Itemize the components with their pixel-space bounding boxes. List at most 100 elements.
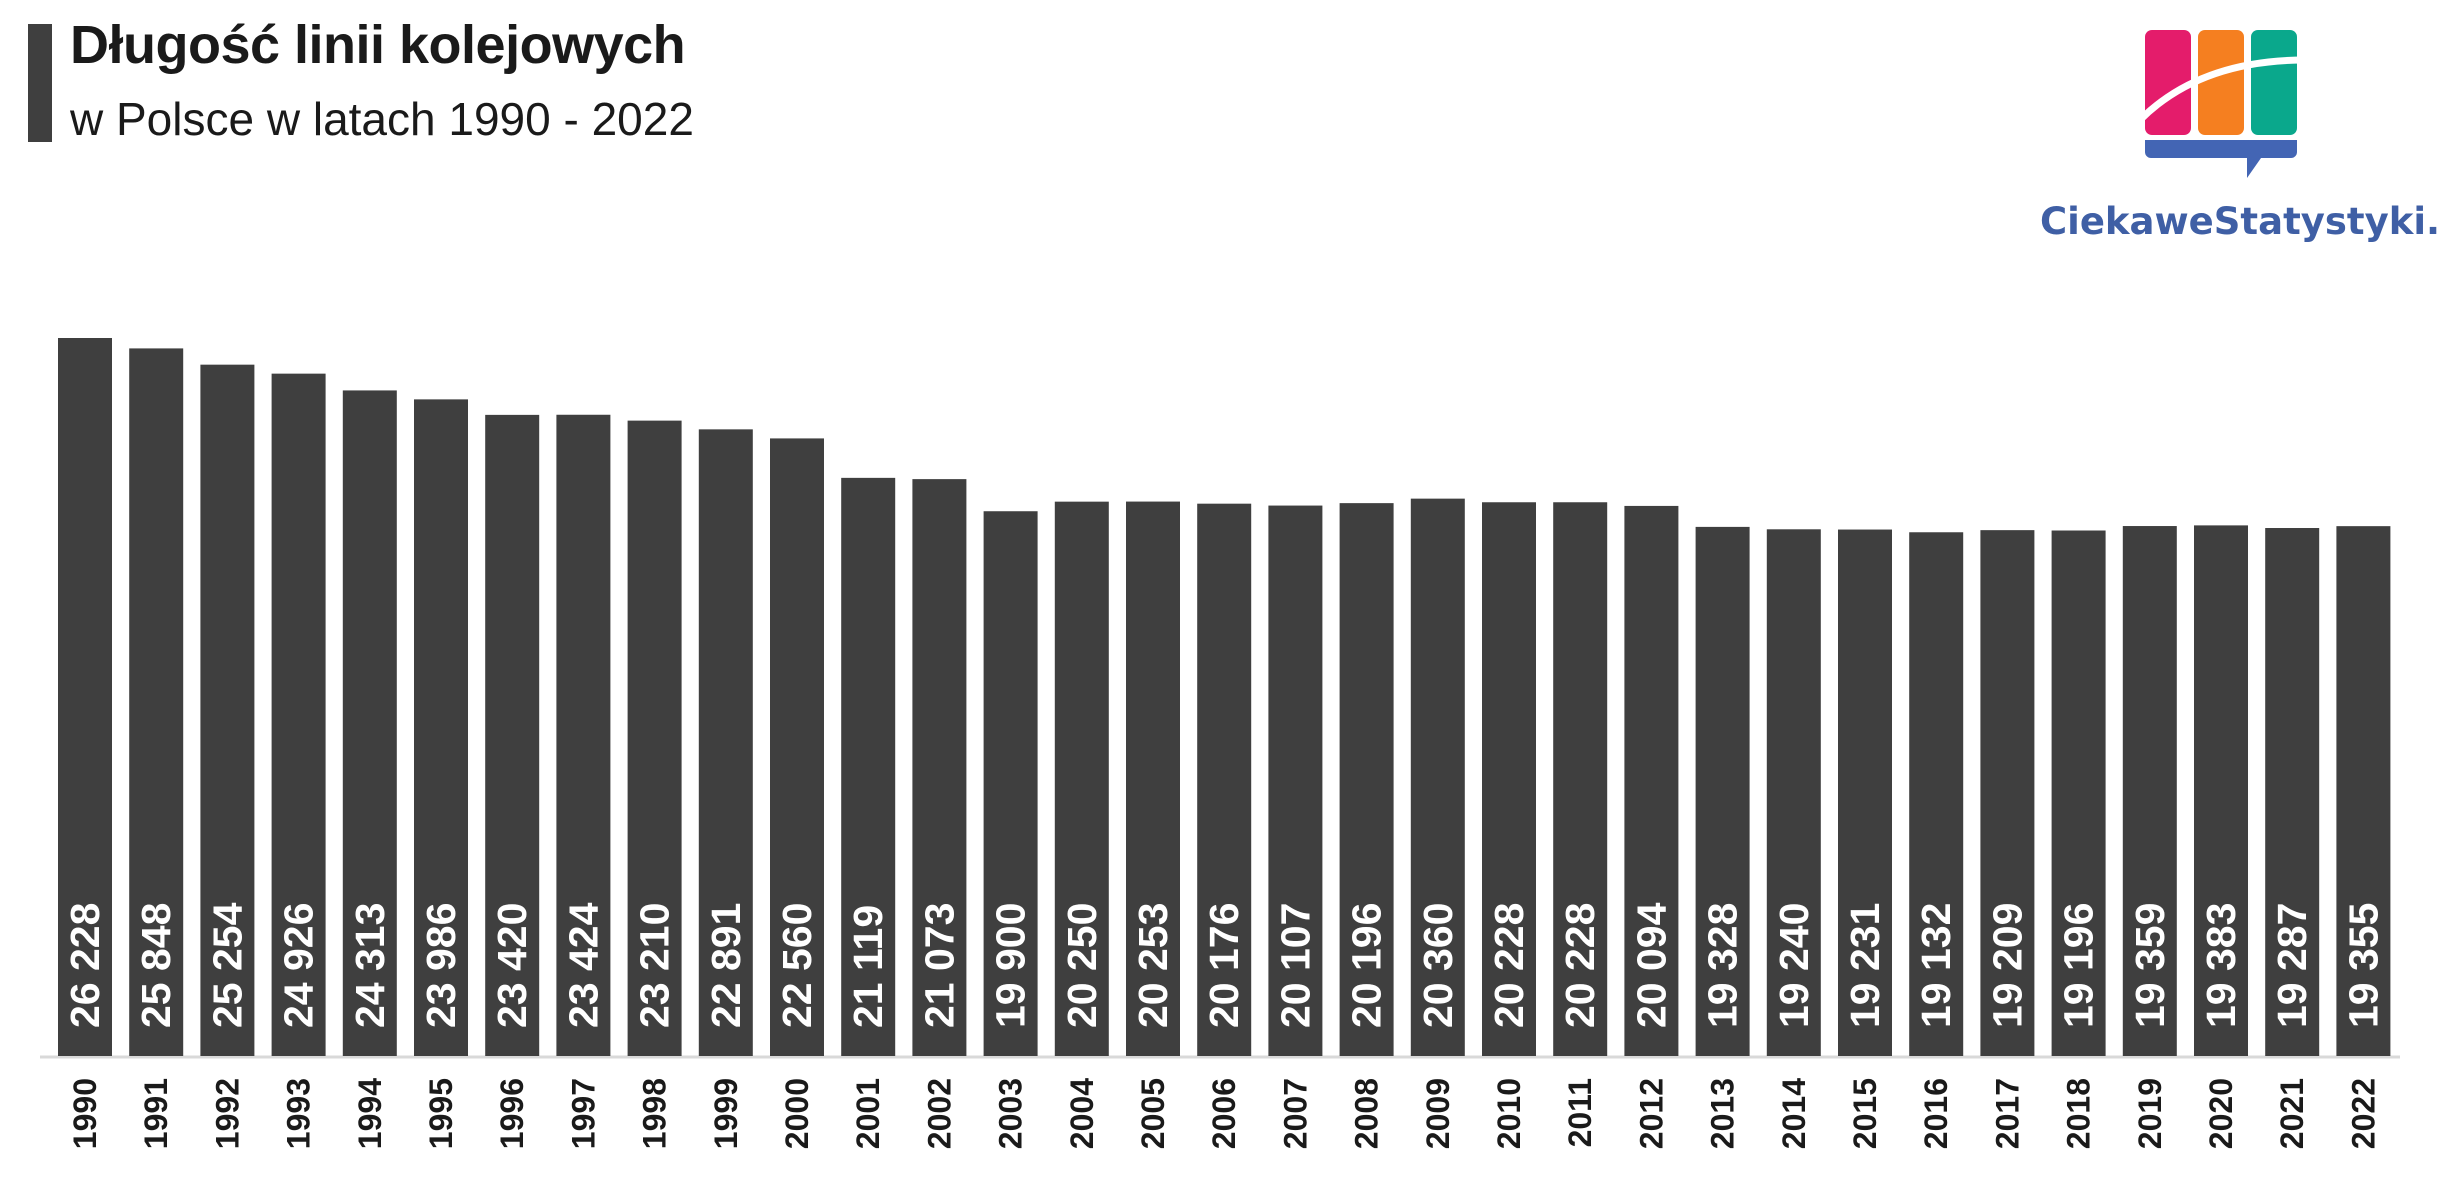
- bar-2011: [1553, 502, 1608, 1056]
- x-tick-label-2016: 2016: [1918, 1078, 1954, 1149]
- bar-1999: [698, 429, 753, 1057]
- bar-value-label-1992: 25 254: [204, 902, 250, 1028]
- x-tick-label-1994: 1994: [352, 1078, 388, 1149]
- bar-2006: [1197, 503, 1252, 1056]
- bar-value-label-2007: 20 107: [1272, 903, 1318, 1028]
- x-tick-label-1999: 1999: [708, 1078, 744, 1149]
- bar-value-label-2018: 19 196: [2056, 903, 2102, 1028]
- x-tick-label-2017: 2017: [1989, 1078, 2025, 1149]
- bar-value-label-2013: 19 328: [1700, 903, 1746, 1028]
- x-tick-label-2013: 2013: [1705, 1078, 1741, 1149]
- bar-2019: [2122, 526, 2177, 1056]
- bar-1992: [200, 364, 255, 1056]
- bar-2005: [1126, 501, 1180, 1056]
- bar-value-label-1998: 23 210: [632, 903, 678, 1028]
- logo-orange-block: [2198, 30, 2244, 135]
- x-tick-label-2020: 2020: [2203, 1078, 2239, 1149]
- bar-value-label-1996: 23 420: [489, 903, 535, 1028]
- bar-2010: [1482, 502, 1536, 1056]
- x-tick-label-2010: 2010: [1491, 1078, 1527, 1149]
- bar-2008: [1339, 503, 1394, 1057]
- bar-2018: [2051, 530, 2106, 1056]
- bar-value-label-2006: 20 176: [1201, 903, 1247, 1028]
- logo-base: [2145, 140, 2297, 178]
- x-tick-label-1992: 1992: [209, 1078, 245, 1149]
- bar-1996: [485, 414, 540, 1057]
- x-tick-label-2009: 2009: [1420, 1078, 1456, 1149]
- x-tick-label-1997: 1997: [565, 1078, 601, 1149]
- bar-value-label-2011: 20 228: [1557, 903, 1603, 1028]
- bar-1990: [58, 338, 112, 1056]
- x-tick-label-1993: 1993: [281, 1078, 317, 1149]
- x-tick-label-1991: 1991: [138, 1078, 174, 1149]
- bar-value-label-2012: 20 094: [1628, 902, 1674, 1028]
- bar-2007: [1268, 505, 1323, 1057]
- bar-2020: [2194, 525, 2248, 1056]
- bar-2009: [1410, 498, 1465, 1056]
- bar-2001: [841, 477, 896, 1056]
- bar-value-label-2010: 20 228: [1486, 903, 1532, 1028]
- chart-subtitle: w Polsce w latach 1990 - 2022: [70, 93, 694, 145]
- bar-value-label-2001: 21 119: [845, 905, 891, 1028]
- x-tick-label-1990: 1990: [67, 1078, 103, 1149]
- bar-value-label-1999: 22 891: [703, 903, 749, 1028]
- bar-value-label-1997: 23 424: [560, 902, 606, 1028]
- bar-value-label-1995: 23 986: [418, 903, 464, 1028]
- bar-value-label-2016: 19 132: [1913, 903, 1959, 1028]
- bar-value-label-2015: 19 231: [1842, 903, 1888, 1028]
- logo-arc: [2137, 56, 2306, 123]
- x-tick-label-1995: 1995: [423, 1078, 459, 1149]
- bar-value-label-2005: 20 253: [1130, 903, 1176, 1028]
- logo-teal-block: [2251, 30, 2297, 135]
- bar-value-label-2000: 22 560: [774, 903, 820, 1028]
- x-tick-label-2021: 2021: [2274, 1078, 2310, 1149]
- x-tick-label-1996: 1996: [494, 1078, 530, 1149]
- x-tick-label-2018: 2018: [2061, 1078, 2097, 1149]
- bar-value-label-2009: 20 360: [1415, 903, 1461, 1028]
- bar-2004: [1054, 501, 1109, 1057]
- x-tick-label-2019: 2019: [2132, 1078, 2168, 1149]
- x-tick-label-2002: 2002: [921, 1078, 957, 1149]
- bar-value-label-2002: 21 073: [916, 903, 962, 1028]
- bar-value-label-2008: 20 196: [1344, 903, 1390, 1028]
- bar-2002: [912, 479, 967, 1057]
- bar-1991: [129, 348, 184, 1057]
- bar-value-label-2019: 19 359: [2127, 903, 2173, 1028]
- bar-2014: [1766, 529, 1821, 1056]
- bar-value-label-1990: 26 228: [62, 903, 108, 1028]
- bar-value-label-2014: 19 240: [1771, 903, 1817, 1028]
- bar-2017: [1980, 530, 2035, 1056]
- x-tick-label-2001: 2001: [850, 1078, 886, 1149]
- x-tick-label-2011: 2011: [1562, 1078, 1598, 1147]
- bar-1993: [271, 373, 326, 1056]
- x-tick-label-2008: 2008: [1349, 1078, 1385, 1149]
- x-tick-label-2005: 2005: [1135, 1078, 1171, 1149]
- x-tick-label-2000: 2000: [779, 1078, 815, 1149]
- bar-value-label-2022: 19 355: [2340, 903, 2386, 1028]
- bar-value-label-2003: 19 900: [988, 903, 1034, 1028]
- x-tick-label-2004: 2004: [1064, 1078, 1100, 1149]
- bar-1998: [627, 420, 682, 1056]
- logo-icon: [2137, 30, 2306, 178]
- x-tick-label-2006: 2006: [1206, 1078, 1242, 1149]
- bar-value-label-1991: 25 848: [133, 903, 179, 1028]
- bar-1995: [414, 399, 468, 1056]
- title-accent-bar: [28, 24, 52, 142]
- x-tick-label-2014: 2014: [1776, 1078, 1812, 1149]
- bar-value-label-2017: 19 209: [1984, 903, 2030, 1028]
- bar-value-label-2021: 19 287: [2269, 903, 2315, 1028]
- bar-2016: [1909, 532, 1964, 1056]
- x-tick-label-2007: 2007: [1277, 1078, 1313, 1149]
- x-tick-label-2015: 2015: [1847, 1078, 1883, 1149]
- x-tick-label-2022: 2022: [2345, 1078, 2381, 1149]
- bar-2012: [1624, 505, 1679, 1056]
- logo-text: CiekaweStatystyki.pl: [2040, 200, 2440, 243]
- bar-value-label-1994: 24 313: [347, 903, 393, 1028]
- bar-2003: [983, 511, 1038, 1056]
- bar-2021: [2265, 528, 2320, 1056]
- x-tick-label-2003: 2003: [993, 1078, 1029, 1149]
- bar-1997: [556, 414, 611, 1057]
- bar-2022: [2336, 526, 2391, 1056]
- x-tick-label-1998: 1998: [637, 1078, 673, 1149]
